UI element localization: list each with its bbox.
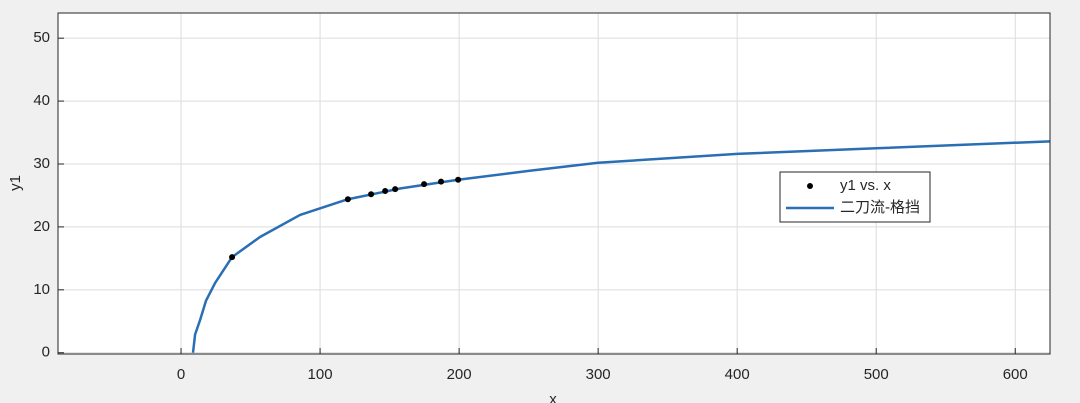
y-tick-label: 50 — [33, 29, 50, 46]
y-tick-label: 0 — [42, 344, 50, 361]
y-tick-label: 30 — [33, 155, 50, 172]
x-tick-label: 100 — [308, 366, 333, 383]
legend-marker — [807, 183, 813, 189]
data-point — [421, 181, 428, 188]
legend-label: y1 vs. x — [840, 177, 891, 194]
data-line — [191, 140, 1050, 353]
y-tick-label: 10 — [33, 281, 50, 298]
x-tick-label: 500 — [864, 366, 889, 383]
data-point — [382, 188, 389, 195]
data-point — [368, 191, 375, 198]
y-tick-label: 40 — [33, 92, 50, 109]
x-tick-label: 200 — [447, 366, 472, 383]
data-point — [344, 196, 351, 203]
data-point — [455, 176, 462, 183]
x-axis-label: x — [549, 391, 557, 403]
x-tick-label: 0 — [177, 366, 185, 383]
y-axis-label: y1 — [7, 175, 24, 191]
legend-label: 二刀流-格挡 — [840, 199, 920, 216]
x-tick-label: 300 — [586, 366, 611, 383]
data-point — [229, 254, 236, 261]
y-tick-label: 20 — [33, 218, 50, 235]
x-tick-label: 600 — [1003, 366, 1028, 383]
legend-box — [779, 171, 931, 223]
data-point — [392, 186, 399, 193]
x-tick-label: 400 — [725, 366, 750, 383]
data-point — [438, 178, 445, 185]
axes-box — [57, 12, 1051, 355]
